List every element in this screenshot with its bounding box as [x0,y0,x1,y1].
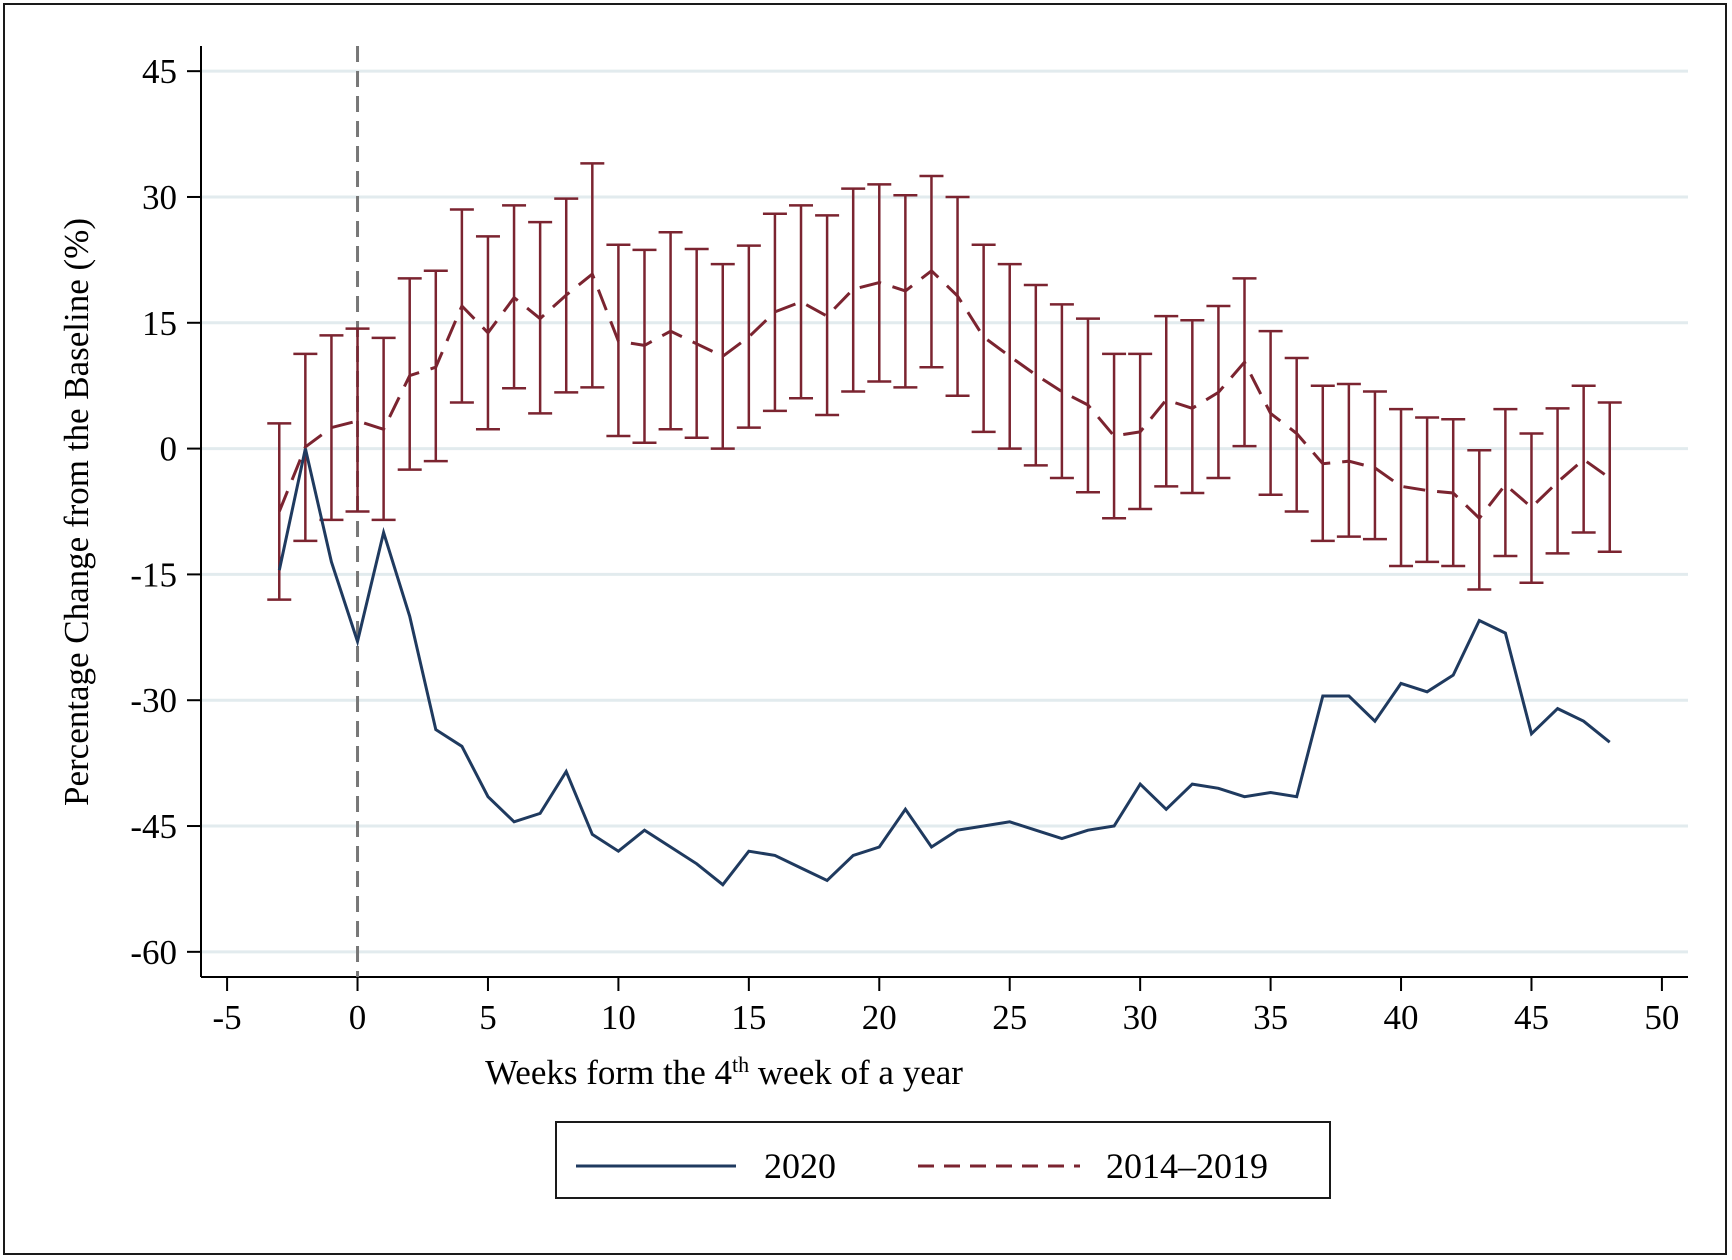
legend: 2020 2014–2019 [555,1121,1331,1199]
ci-bar [1362,390,1387,541]
ci-bar [841,187,866,393]
ci-bar [789,204,814,400]
x-tick-label: 15 [731,998,766,1037]
ci-bar [1571,384,1596,534]
y-tick-label: -45 [130,807,177,846]
ci-bar [397,277,422,471]
ci-bar [997,262,1022,450]
x-axis-label-main: Weeks form the 4 [485,1053,732,1092]
x-tick-label: 0 [349,998,367,1037]
y-tick-label: -15 [130,555,177,594]
series-lines [277,268,1611,887]
x-axis-label: Weeks form the 4th week of a year [485,1052,963,1092]
tick-labels: 45 30 15 0 -15 -30 -45 -60 -5 0 5 10 15 20 25 30 35 40 45 5… [130,52,1679,1037]
x-tick-label: 25 [992,998,1027,1037]
y-tick-label: 30 [142,178,177,217]
legend-label-2014-2019: 2014–2019 [1106,1146,1268,1186]
ci-bar [1154,314,1179,488]
figure-frame [3,3,1727,1255]
x-tick-label: 20 [862,998,897,1037]
ci-bar [815,214,840,417]
x-tick-label: 40 [1384,998,1419,1037]
x-tick-label: 50 [1644,998,1679,1037]
legend-box [555,1121,1331,1199]
ci-bar [267,422,292,601]
x-tick-label: 35 [1253,998,1288,1037]
ci-bar [1519,432,1544,585]
x-tick-label: 30 [1123,998,1158,1037]
x-tick-label: 45 [1514,998,1549,1037]
legend-label-2020: 2020 [764,1146,836,1186]
ci-bar [1415,416,1440,564]
ci-bar [1049,303,1074,480]
ci-bar [1102,352,1127,520]
series-line-2020 [277,448,1611,887]
x-tick-label: 5 [479,998,497,1037]
ci-bar [345,327,370,513]
y-axis-label: Percentage Change from the Baseline (%) [57,218,96,806]
ci-bar [736,244,761,429]
confidence-intervals [267,162,1622,601]
ci-bar [710,262,735,450]
y-tick-label: 45 [142,52,177,91]
ci-bar [1545,407,1570,555]
y-tick-label: -60 [130,933,177,972]
y-tick-label: 15 [142,304,177,343]
axes [187,46,1688,991]
ci-bar [762,212,787,413]
ci-bar [971,243,996,434]
ci-bar [1389,407,1414,568]
ci-bar [1493,407,1518,558]
y-tick-label: -30 [130,681,177,720]
y-tick-label: 0 [160,430,178,469]
gridlines [202,69,1688,954]
x-axis-label-superscript: th [732,1052,749,1077]
ci-bar [1597,401,1622,554]
x-tick-label: 10 [601,998,636,1037]
x-tick-label: -5 [213,998,242,1037]
x-axis-label-rest: week of a year [749,1053,963,1092]
series-line-2014-2019 [277,268,1611,521]
ci-bar [1023,283,1048,467]
